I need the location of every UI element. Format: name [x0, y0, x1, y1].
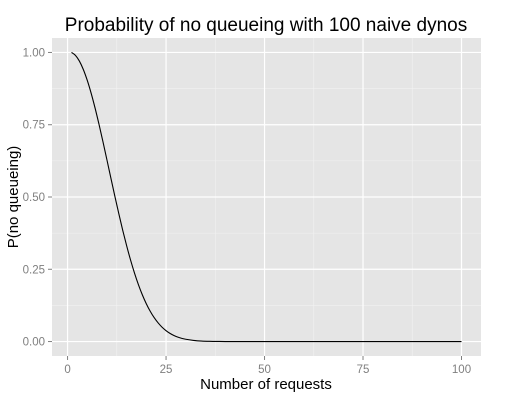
- y-tick-label: 1.00: [23, 47, 45, 59]
- y-axis-title: P(no queueing): [5, 146, 22, 249]
- x-tick-label: 25: [160, 364, 173, 376]
- y-tick-label: 0.25: [23, 264, 45, 276]
- x-axis-title: Number of requests: [200, 376, 332, 393]
- x-tick-label: 100: [452, 364, 471, 376]
- x-tick-label: 75: [357, 364, 370, 376]
- axis-ticks: 0 25 50 75 100 0.00 0.25 0.50 0.75 1.00: [23, 47, 471, 376]
- y-tick-label: 0.50: [23, 192, 45, 204]
- y-tick-label: 0.00: [23, 337, 45, 349]
- x-tick-label: 50: [258, 364, 271, 376]
- series-layer: [71, 51, 462, 343]
- series-line: [71, 51, 462, 343]
- y-tick-label: 0.75: [23, 120, 45, 132]
- chart-title: Probability of no queueing with 100 naiv…: [65, 15, 467, 36]
- x-tick-label: 0: [64, 364, 70, 376]
